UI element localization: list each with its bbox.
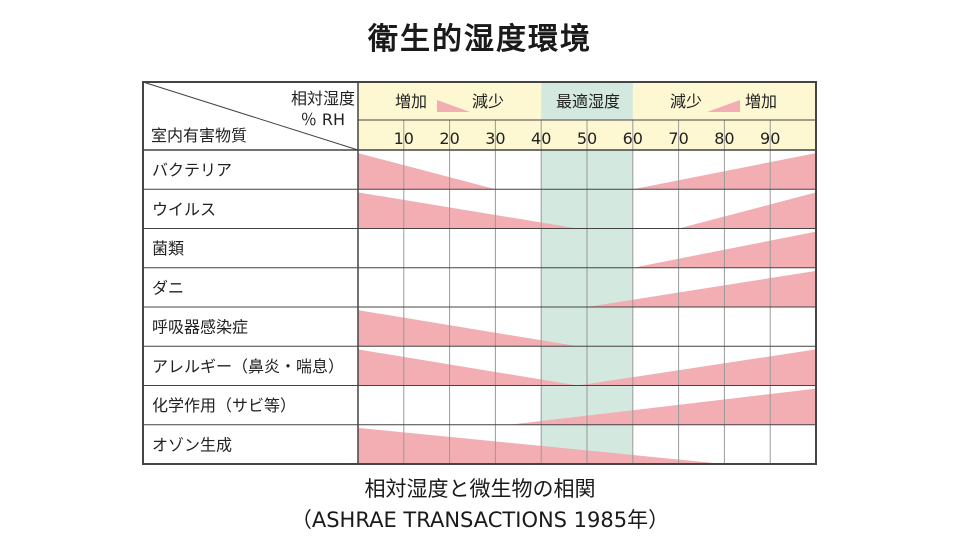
wedge-right-6	[509, 388, 816, 425]
caption: 相対湿度と微生物の相関 （ASHRAE TRANSACTIONS 1985年）	[0, 474, 960, 536]
caption-line-1: 相対湿度と微生物の相関	[364, 477, 596, 501]
header-left-decrease: 減少	[472, 92, 504, 111]
corner-bottom-label: 室内有害物質	[151, 126, 247, 145]
row-label-0: バクテリア	[152, 161, 232, 180]
humidity-chart: 相対湿度 ％ RH 室内有害物質 増加 減少 最適湿度 減少 増加 バクテリアウ…	[142, 81, 817, 465]
table-border	[142, 81, 817, 465]
wedge-left-4	[358, 310, 578, 347]
x-tick-60: 60	[623, 129, 643, 148]
wedge-right-5	[577, 349, 816, 386]
x-tick-20: 20	[439, 129, 459, 148]
row-label-4: 呼吸器感染症	[152, 318, 248, 337]
wedge-left-0	[358, 153, 496, 190]
wedge-left-5	[358, 349, 578, 386]
corner-top-unit: ％ RH	[301, 110, 345, 129]
x-tick-50: 50	[577, 129, 597, 148]
row-label-1: ウイルス	[152, 200, 216, 219]
row-label-2: 菌類	[152, 239, 184, 258]
row-label-3: ダニ	[152, 278, 184, 297]
row-label-6: 化学作用（サビ等）	[152, 396, 296, 415]
x-tick-90: 90	[760, 129, 780, 148]
legend-increase-wedge	[707, 100, 740, 112]
wedge-left-1	[358, 192, 578, 229]
row-label-7: オゾン生成	[152, 435, 232, 454]
caption-line-2: （ASHRAE TRANSACTIONS 1985年）	[290, 508, 670, 532]
corner-diagonal	[142, 81, 359, 151]
wedge-right-1	[678, 192, 816, 229]
x-tick-30: 30	[485, 129, 505, 148]
header-left-increase: 増加	[395, 92, 427, 111]
x-tick-70: 70	[668, 129, 688, 148]
text-layer: 相対湿度 ％ RH 室内有害物質 増加 減少 最適湿度 減少 増加 バクテリアウ…	[151, 89, 780, 454]
header-optimal-band	[541, 82, 633, 120]
grid-layer	[142, 81, 817, 465]
corner-top-label: 相対湿度	[291, 89, 355, 108]
header-right-decrease: 減少	[670, 92, 702, 111]
x-tick-10: 10	[394, 129, 414, 148]
row-label-5: アレルギー（鼻炎・喘息）	[152, 357, 344, 376]
x-tick-40: 40	[531, 129, 551, 148]
header-right-increase: 増加	[745, 92, 777, 111]
page-title: 衛生的湿度環境	[368, 22, 592, 57]
legend-decrease-wedge	[437, 100, 470, 112]
x-tick-80: 80	[714, 129, 734, 148]
header-optimal: 最適湿度	[556, 92, 620, 111]
wedge-right-3	[587, 270, 816, 307]
